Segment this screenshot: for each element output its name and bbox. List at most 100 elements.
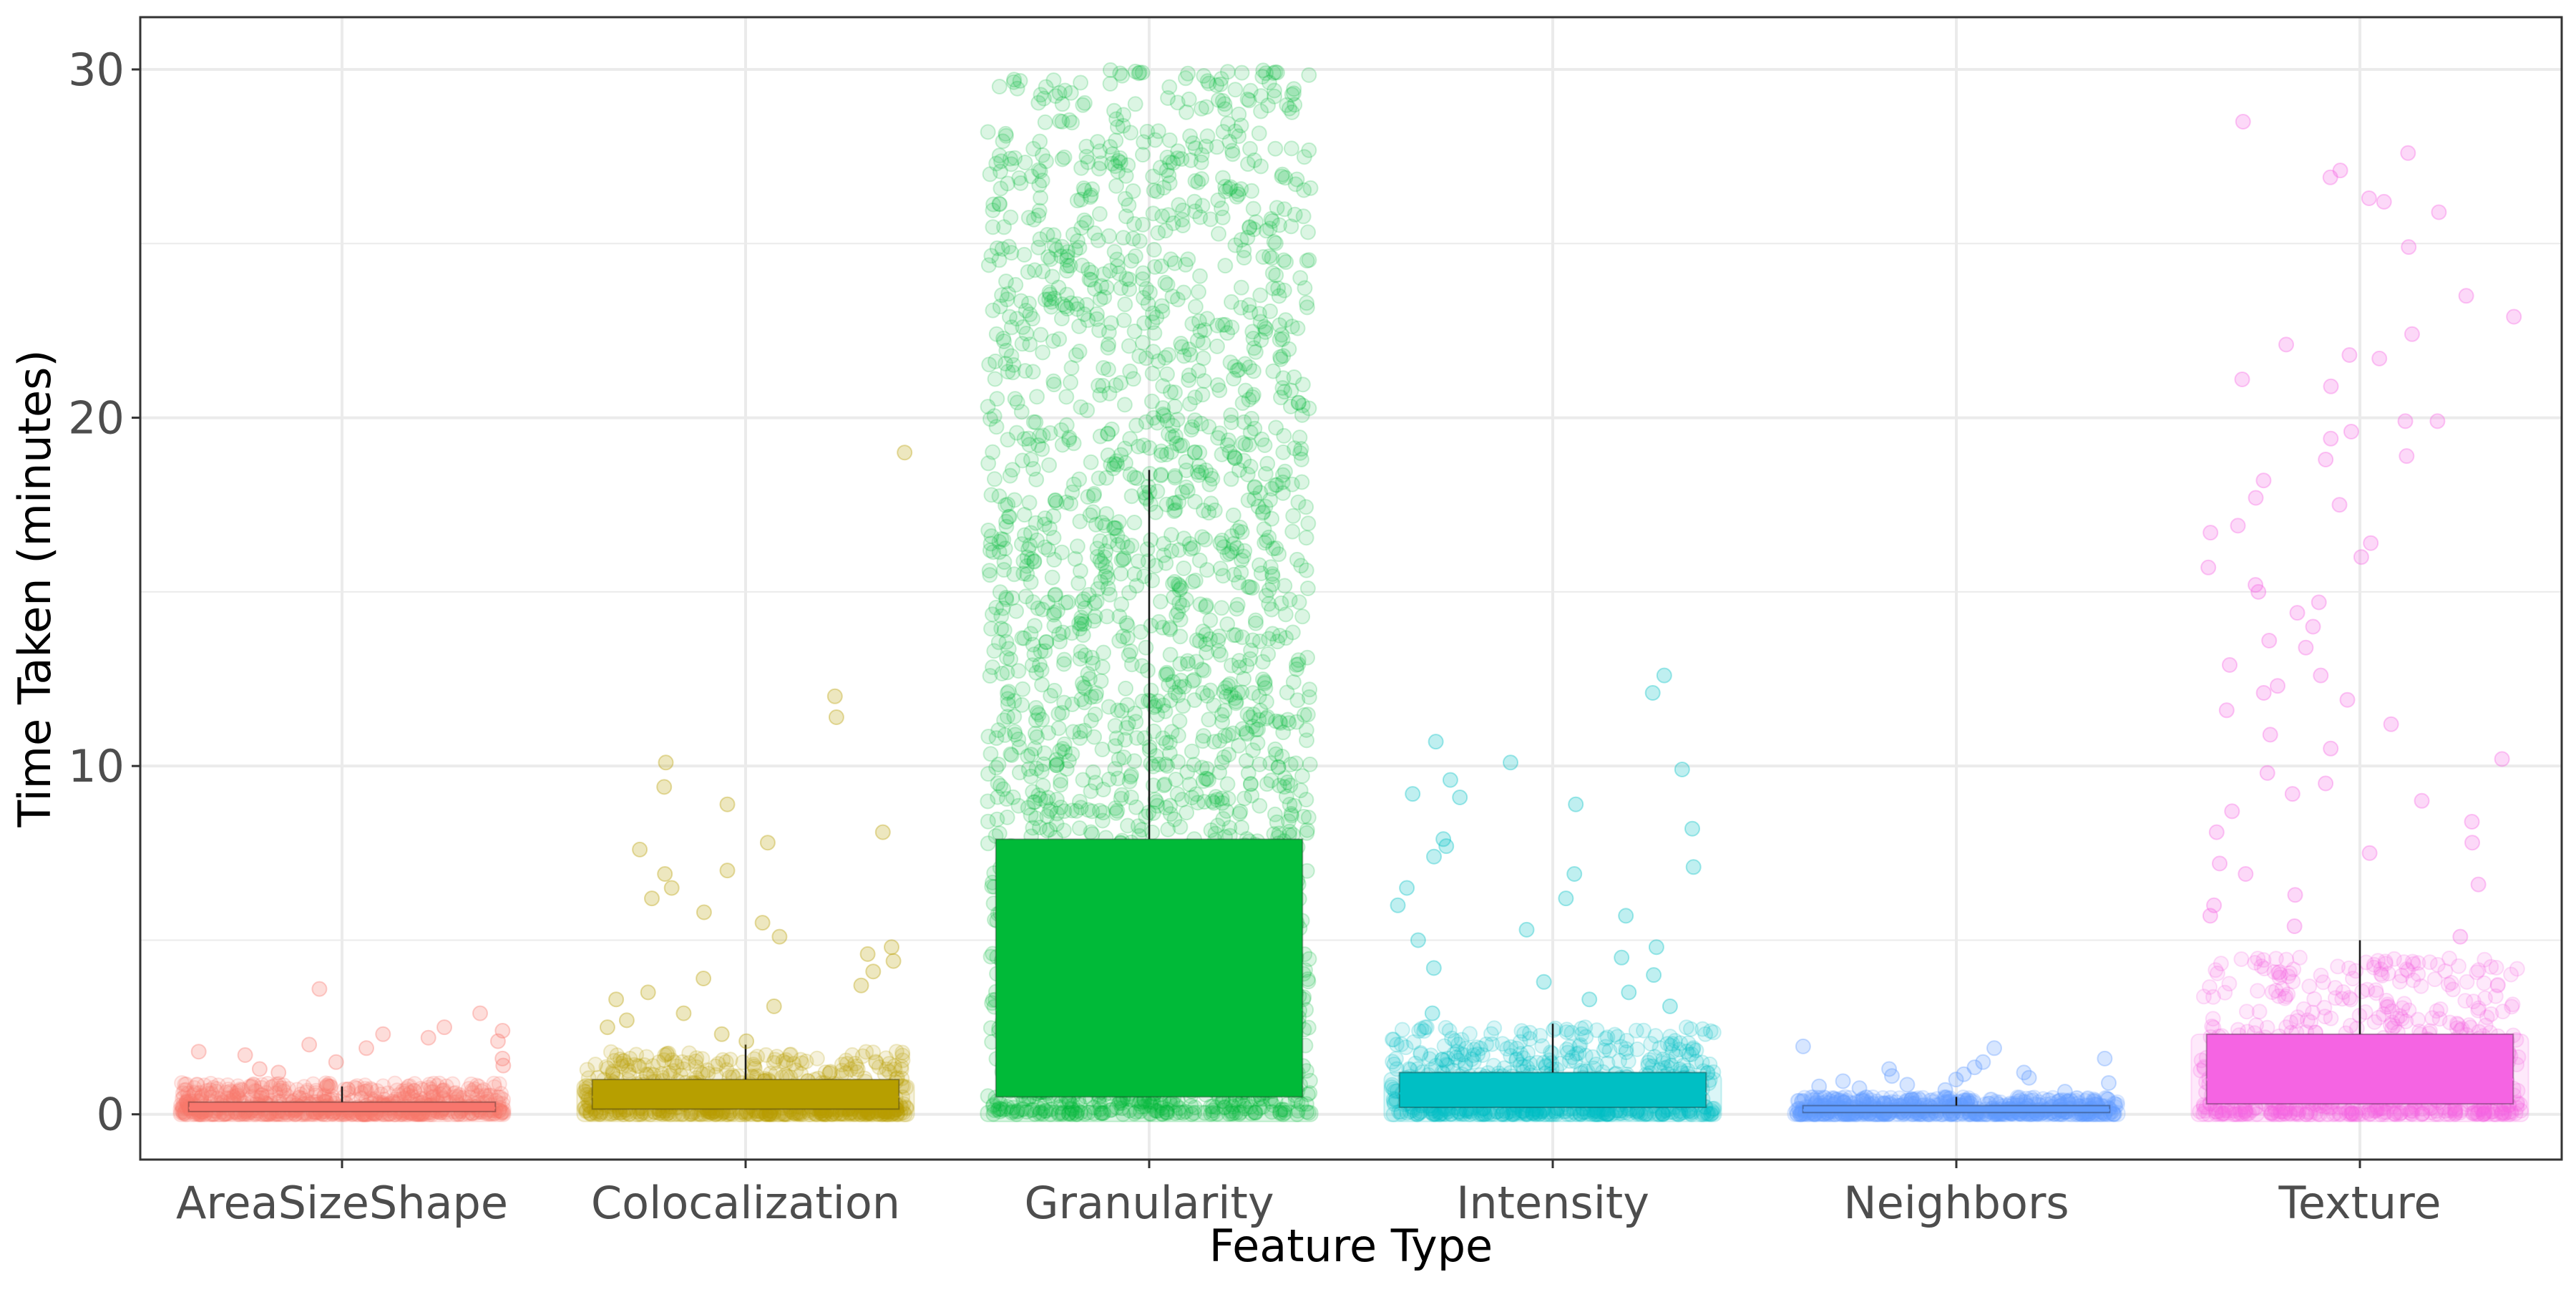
- data-point: [1463, 1026, 1477, 1041]
- data-point: [1218, 258, 1232, 273]
- data-point: [1264, 251, 1279, 265]
- data-point: [1438, 1021, 1453, 1035]
- data-point: [981, 836, 995, 850]
- data-point: [1069, 348, 1083, 362]
- data-point: [1113, 151, 1127, 165]
- data-point: [1055, 545, 1069, 560]
- data-point: [1127, 515, 1141, 530]
- data-point: [984, 747, 998, 761]
- data-point: [1002, 684, 1016, 699]
- data-point: [1065, 115, 1079, 130]
- data-point: [981, 125, 995, 139]
- data-point: [1201, 505, 1216, 520]
- data-point: [1234, 553, 1249, 568]
- data-point: [1169, 608, 1184, 622]
- data-point: [1479, 1037, 1493, 1051]
- data-point: [1156, 407, 1171, 422]
- data-point: [1013, 74, 1028, 88]
- data-point: [1236, 243, 1251, 258]
- data-point: [997, 623, 1012, 638]
- data-point: [1234, 685, 1249, 699]
- data-point: [980, 795, 995, 809]
- data-point: [992, 826, 1007, 840]
- data-point: [994, 609, 1008, 623]
- data-point: [1259, 467, 1273, 481]
- data-point: [1610, 1029, 1624, 1044]
- data-point: [1176, 561, 1191, 575]
- data-point: [988, 372, 1002, 387]
- data-point: [1039, 635, 1053, 649]
- data-point: [1390, 1037, 1404, 1051]
- data-point: [1214, 601, 1229, 615]
- data-point: [1122, 282, 1136, 296]
- data-point: [1293, 271, 1307, 285]
- data-point: [1073, 564, 1088, 578]
- data-point: [1245, 390, 1259, 404]
- data-point: [1176, 286, 1191, 300]
- data-point: [1641, 1055, 1655, 1069]
- data-point: [1108, 245, 1122, 259]
- data-point: [984, 621, 998, 636]
- data-point: [1279, 607, 1293, 621]
- data-point: [1212, 629, 1226, 643]
- data-point: [1121, 540, 1135, 555]
- data-point: [447, 1087, 462, 1101]
- data-point: [1096, 361, 1111, 375]
- data-point: [1277, 429, 1291, 443]
- data-point: [689, 1060, 703, 1074]
- data-point: [1262, 75, 1277, 89]
- data-point: [1170, 437, 1184, 451]
- data-point: [1289, 658, 1304, 672]
- data-point: [1158, 276, 1172, 290]
- data-point: [1242, 360, 1257, 374]
- data-point: [1182, 92, 1196, 107]
- data-point: [845, 1048, 859, 1062]
- data-point: [1057, 696, 1071, 710]
- data-point: [894, 1062, 909, 1077]
- data-point: [1038, 115, 1053, 130]
- data-point: [177, 1083, 192, 1097]
- data-point: [1028, 618, 1042, 633]
- data-point: [1116, 107, 1131, 122]
- data-point: [1200, 563, 1214, 577]
- data-point: [1024, 575, 1038, 589]
- data-point: [1262, 530, 1276, 545]
- data-point: [1574, 1021, 1589, 1036]
- data-point: [1003, 210, 1018, 225]
- overplot-band: [980, 1106, 1317, 1122]
- data-point: [1136, 438, 1151, 452]
- data-point: [1065, 485, 1079, 500]
- data-point: [1124, 253, 1138, 268]
- data-point: [763, 1067, 777, 1081]
- data-point: [580, 1063, 595, 1077]
- data-point: [1185, 744, 1199, 759]
- data-point: [1096, 742, 1110, 757]
- data-point: [1662, 1054, 1676, 1068]
- data-point: [1283, 797, 1297, 812]
- data-point: [1040, 809, 1054, 823]
- data-point: [1285, 87, 1299, 102]
- data-point: [426, 1077, 441, 1091]
- data-point: [1186, 674, 1200, 689]
- data-point: [1300, 253, 1314, 268]
- data-point: [1268, 742, 1282, 757]
- data-point: [1102, 700, 1116, 714]
- data-point: [1289, 756, 1303, 770]
- data-point: [985, 487, 999, 502]
- data-point: [1163, 133, 1177, 147]
- data-point: [1294, 475, 1309, 490]
- data-point: [1602, 1044, 1616, 1058]
- data-point: [1045, 570, 1060, 585]
- data-point: [1256, 506, 1270, 520]
- data-point: [1302, 68, 1316, 82]
- data-point: [1155, 209, 1169, 223]
- data-point: [1119, 721, 1133, 735]
- data-point: [1189, 174, 1203, 188]
- data-point: [1260, 777, 1274, 791]
- data-point: [1191, 795, 1205, 810]
- data-point: [1052, 721, 1066, 735]
- data-point: [1163, 621, 1177, 635]
- data-point: [1454, 1047, 1468, 1062]
- data-point: [1214, 648, 1228, 662]
